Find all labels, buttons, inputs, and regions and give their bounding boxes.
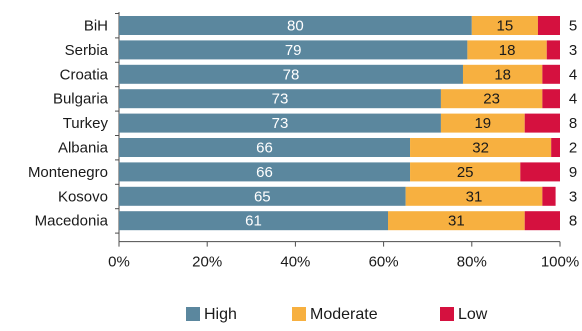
bar-moderate-macedonia: [388, 211, 525, 231]
category-label-macedonia: Macedonia: [35, 213, 109, 230]
bar-high-bulgaria: [119, 89, 441, 109]
legend-swatch-high: [186, 307, 200, 321]
bar-moderate-croatia: [462, 64, 543, 84]
data-label-low-montenegro: 9: [569, 164, 577, 181]
x-tick-label: 80%: [457, 254, 487, 271]
data-label-low-albania: 2: [569, 140, 577, 157]
legend-label-high: High: [204, 306, 237, 323]
data-label-moderate-turkey: 19: [474, 115, 491, 132]
legend: High Moderate Low: [186, 306, 488, 323]
bar-high-montenegro: [119, 162, 411, 182]
legend-swatch-low: [440, 307, 454, 321]
data-label-moderate-serbia: 18: [499, 42, 516, 59]
bar-high-albania: [119, 138, 411, 157]
bar-low-bih: [537, 16, 560, 35]
data-label-high-montenegro: 66: [256, 164, 273, 181]
bar-moderate-bulgaria: [440, 89, 543, 109]
data-label-low-serbia: 3: [569, 42, 577, 59]
bar-moderate-kosovo: [405, 186, 543, 206]
data-label-high-bulgaria: 73: [272, 91, 289, 108]
category-label-bulgaria: Bulgaria: [53, 91, 109, 108]
bar-low-bulgaria: [542, 89, 560, 109]
data-label-high-kosovo: 65: [254, 188, 271, 205]
category-label-croatia: Croatia: [60, 66, 109, 83]
data-label-moderate-kosovo: 31: [466, 188, 483, 205]
bar-low-kosovo: [542, 186, 556, 206]
data-label-high-albania: 66: [256, 140, 273, 157]
data-label-low-croatia: 4: [569, 66, 577, 83]
x-tick-label: 20%: [192, 254, 222, 271]
data-label-high-bih: 80: [287, 18, 304, 35]
bar-moderate-albania: [410, 138, 552, 157]
x-tick-labels: 0% 20% 40% 60% 80% 100%: [108, 254, 579, 271]
data-label-low-macedonia: 8: [569, 213, 577, 230]
data-label-low-bih: 5: [569, 18, 577, 35]
bar-high-croatia: [119, 64, 463, 84]
x-tick-label: 40%: [280, 254, 310, 271]
category-label-bih: BiH: [84, 18, 108, 35]
category-label-kosovo: Kosovo: [58, 188, 108, 205]
category-labels: BiH Serbia Croatia Bulgaria Turkey Albania Mon…: [28, 18, 109, 230]
category-label-serbia: Serbia: [65, 42, 109, 59]
bars: 80 15 579 18 378 18 473 23 473 19 866 32 266 25 965 31 3…: [119, 16, 577, 231]
x-tick-label: 60%: [369, 254, 399, 271]
category-label-turkey: Turkey: [63, 115, 109, 132]
bar-low-albania: [551, 138, 560, 157]
bar-low-croatia: [542, 64, 560, 84]
data-label-moderate-montenegro: 25: [457, 164, 474, 181]
bar-low-macedonia: [524, 211, 560, 231]
category-label-albania: Albania: [58, 140, 109, 157]
bar-low-montenegro: [520, 162, 560, 182]
bar-high-serbia: [119, 40, 468, 60]
legend-swatch-moderate: [292, 307, 306, 321]
bar-high-bih: [119, 16, 472, 35]
bar-moderate-turkey: [440, 113, 525, 133]
bar-low-serbia: [546, 40, 560, 60]
bar-moderate-bih: [471, 16, 538, 35]
bar-low-turkey: [524, 113, 560, 133]
bar-high-kosovo: [119, 186, 406, 206]
x-tick-label: 100%: [541, 254, 579, 271]
x-tick-label: 0%: [108, 254, 130, 271]
data-label-moderate-bulgaria: 23: [483, 91, 500, 108]
data-label-moderate-bih: 15: [497, 18, 514, 35]
data-label-moderate-croatia: 18: [494, 66, 511, 83]
bar-high-turkey: [119, 113, 441, 133]
data-label-moderate-macedonia: 31: [448, 213, 465, 230]
bar-moderate-serbia: [467, 40, 547, 60]
data-label-high-turkey: 73: [272, 115, 289, 132]
bar-moderate-montenegro: [410, 162, 521, 182]
data-label-low-turkey: 8: [569, 115, 577, 132]
data-label-high-macedonia: 61: [245, 213, 262, 230]
category-label-montenegro: Montenegro: [28, 164, 108, 181]
data-label-high-croatia: 78: [283, 66, 300, 83]
data-label-low-kosovo: 3: [569, 188, 577, 205]
data-label-high-serbia: 79: [285, 42, 302, 59]
data-label-low-bulgaria: 4: [569, 91, 577, 108]
legend-label-low: Low: [458, 306, 488, 323]
data-label-moderate-albania: 32: [472, 140, 489, 157]
bar-high-macedonia: [119, 211, 389, 231]
legend-label-moderate: Moderate: [310, 306, 378, 323]
